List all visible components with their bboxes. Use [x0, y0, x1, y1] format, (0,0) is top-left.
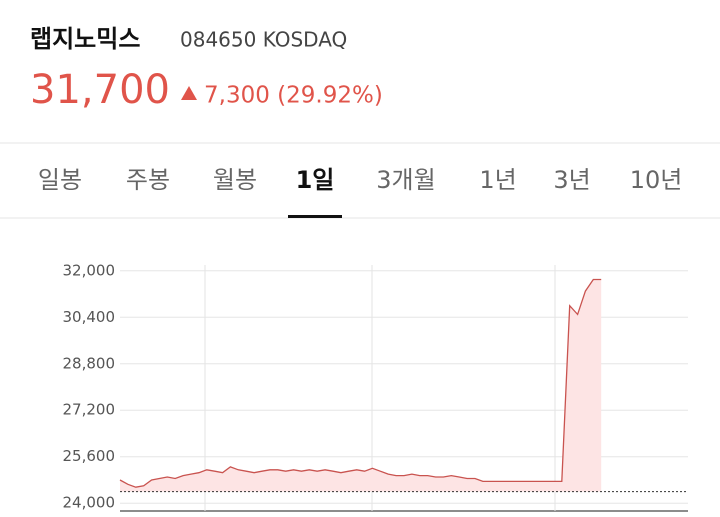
price: 31,700 [30, 67, 170, 113]
tab[interactable]: 월봉 [213, 166, 257, 194]
y-tick-label: 30,400 [63, 308, 116, 326]
tab[interactable]: 1일 [296, 166, 335, 194]
tab[interactable]: 일봉 [38, 166, 82, 194]
y-tick-label: 27,200 [63, 401, 116, 419]
tab[interactable]: 주봉 [126, 166, 170, 194]
tab[interactable]: 3개월 [376, 166, 435, 194]
y-tick-label: 25,600 [63, 447, 116, 465]
price-change: 7,300 (29.92%) [204, 83, 383, 109]
stock-name: 랩지노믹스 [30, 25, 140, 53]
tab[interactable]: 10년 [630, 166, 683, 194]
price-line [119, 278, 602, 488]
up-arrow [181, 86, 197, 100]
tab-underline [288, 215, 342, 218]
stock-code: 084650 KOSDAQ [180, 28, 347, 52]
y-tick-label: 24,000 [63, 494, 116, 512]
y-tick-label: 28,800 [63, 354, 116, 372]
y-tick-label: 32,000 [63, 261, 116, 279]
area [120, 279, 602, 492]
tab[interactable]: 1년 [479, 166, 516, 194]
tab[interactable]: 3년 [553, 166, 590, 194]
